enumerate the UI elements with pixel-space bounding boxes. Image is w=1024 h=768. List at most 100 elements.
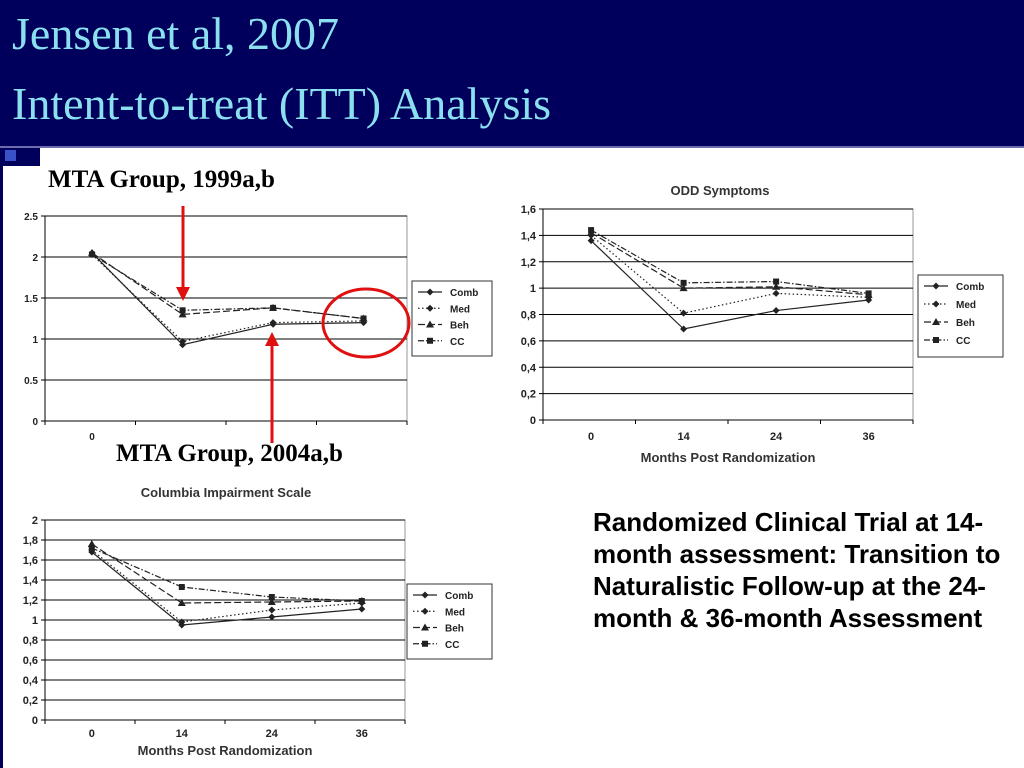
chart-2-ytick-label: 1,2 (521, 257, 536, 269)
decorative-square (5, 150, 16, 161)
chart-1-series-beh-point (178, 310, 187, 318)
chart-3-xtick-label: 24 (266, 728, 279, 740)
chart-3-legend-label: CC (445, 640, 459, 651)
chart-2-xtick-label: 36 (862, 431, 874, 443)
chart-3-legend-marker (421, 623, 429, 631)
chart-2-ytick-label: 1,6 (521, 204, 536, 216)
chart-3-legend (406, 583, 493, 660)
chart-1-series-med-point (179, 337, 187, 345)
chart-2-legend-label: Med (956, 300, 976, 311)
chart-1-plot-area (44, 215, 408, 422)
chart-3-ytick-label: 0,8 (23, 635, 38, 647)
chart-1-series-med-point (269, 319, 277, 327)
chart-3-ytick-label: 1 (32, 615, 38, 627)
chart-2-series-comb-point (587, 237, 595, 245)
chart-1-legend-label: CC (450, 337, 464, 348)
chart-2-ytick-label: 1,4 (521, 230, 537, 242)
arrow-up-head (265, 332, 279, 346)
chart-2-legend-marker (933, 337, 939, 343)
chart-1-ytick-label: 2.5 (24, 212, 38, 223)
chart-3-xtick-label: 14 (176, 728, 189, 740)
chart-1-series-cc-line (91, 254, 364, 320)
chart-1-legend-label: Med (450, 304, 470, 315)
chart-1-xtick-label: 0 (89, 432, 95, 443)
chart-2-xtick-label: 0 (588, 431, 594, 443)
chart-1-legend-marker (426, 320, 434, 328)
chart-1-series-cc-point (179, 307, 186, 314)
chart-2-ytick-label: 0 (530, 415, 536, 427)
body-text: Randomized Clinical Trial at 14-month as… (593, 507, 1001, 633)
chart-3-series-beh-point (267, 598, 276, 605)
chart-3-series-beh-point (177, 599, 186, 606)
chart-2-series-cc-point (680, 279, 687, 286)
chart-2-series-beh-point (772, 282, 781, 290)
chart-3-ytick-label: 1,8 (23, 535, 38, 547)
chart-1-legend-marker (426, 288, 434, 296)
chart-3-series-med-point (178, 618, 186, 626)
chart-1-series-cc-point (89, 251, 96, 258)
chart-3-series-cc-point (358, 598, 365, 604)
chart-2-legend-label: Beh (956, 318, 975, 329)
chart-1-ytick-label: 1.5 (24, 294, 38, 305)
chart-3-ytick-label: 1,4 (23, 575, 39, 587)
chart-1-ytick-label: 0 (32, 417, 38, 428)
chart-3: 0 0,2 0,4 0,6 0,8 1 1,2 1,4 1,6 1,8 2 0 14 24 36 Columb… (23, 485, 493, 758)
arrow-down-head (176, 287, 190, 301)
chart-1: 0 0.5 1 1.5 2 2.5 0 Comb Med Beh CC (24, 212, 493, 443)
chart-2-ytick-label: 0,6 (521, 336, 536, 348)
chart-2-series-beh-line (590, 232, 869, 296)
chart-1-series-cc-point (270, 304, 277, 311)
chart-2-legend (917, 274, 1004, 358)
chart-2-legend-label: CC (956, 336, 970, 347)
chart-3-series-cc-line (91, 547, 362, 602)
chart-3-series-med-line (91, 549, 362, 623)
chart-3-legend-marker (421, 591, 429, 599)
chart-3-legend-marker (422, 640, 428, 647)
chart-1-ytick-label: 1 (32, 335, 38, 346)
chart-2-ytick-label: 0,4 (521, 362, 537, 374)
chart-3-series-med-point (268, 606, 276, 614)
chart-3-ytick-label: 0,2 (23, 695, 38, 707)
chart-2-series-med-point (680, 309, 688, 317)
left-border (0, 148, 3, 768)
chart-3-title: Columbia Impairment Scale (141, 485, 312, 500)
chart-3-xlabel: Months Post Randomization (138, 743, 313, 758)
chart-1-series-cc-point (360, 315, 367, 322)
chart-3-series-cc-point (88, 545, 95, 551)
chart-2-series-med-point (772, 289, 780, 297)
chart-2-series-cc-point (588, 227, 595, 234)
label-mta-2004: MTA Group, 2004a,b (116, 440, 343, 467)
chart-3-legend-label: Med (445, 607, 465, 618)
chart-2-series-comb-line (590, 240, 869, 330)
chart-1-legend-label: Comb (450, 288, 478, 299)
chart-3-series-cc-point (178, 584, 185, 590)
chart-3-legend-marker (421, 607, 429, 615)
chart-2-ytick-label: 0,2 (521, 389, 536, 401)
slide-header (0, 0, 1024, 148)
chart-3-series-cc-point (268, 594, 275, 600)
chart-1-legend-label: Beh (450, 321, 469, 332)
chart-3-ytick-label: 1,6 (23, 555, 38, 567)
chart-3-series-beh-line (91, 543, 362, 604)
slide-title-line1: Jensen et al, 2007 (12, 8, 340, 59)
chart-1-series-comb-line (91, 252, 364, 346)
chart-2: 0 0,2 0,4 0,6 0,8 1 1,2 1,4 1,6 0 14 24 36 ODD Sympto… (521, 183, 1004, 465)
chart-3-ytick-label: 2 (32, 515, 38, 527)
chart-1-ytick-label: 2 (32, 253, 38, 264)
highlight-circle (321, 287, 411, 359)
chart-2-xlabel: Months Post Randomization (641, 450, 816, 465)
chart-2-series-med-line (590, 234, 869, 314)
chart-2-series-comb-point (772, 307, 780, 315)
chart-1-legend (411, 280, 493, 357)
chart-2-series-cc-point (773, 278, 780, 285)
chart-3-series-comb-line (91, 551, 362, 626)
chart-2-legend-marker (932, 318, 940, 325)
chart-3-ytick-label: 1,2 (23, 595, 38, 607)
chart-2-legend-label: Comb (956, 282, 984, 293)
chart-2-ytick-label: 0,8 (521, 310, 536, 322)
chart-3-ytick-label: 0 (32, 715, 38, 727)
chart-2-series-cc-point (865, 290, 872, 297)
header-divider (0, 146, 1024, 148)
chart-1-ytick-label: 0.5 (24, 376, 38, 387)
